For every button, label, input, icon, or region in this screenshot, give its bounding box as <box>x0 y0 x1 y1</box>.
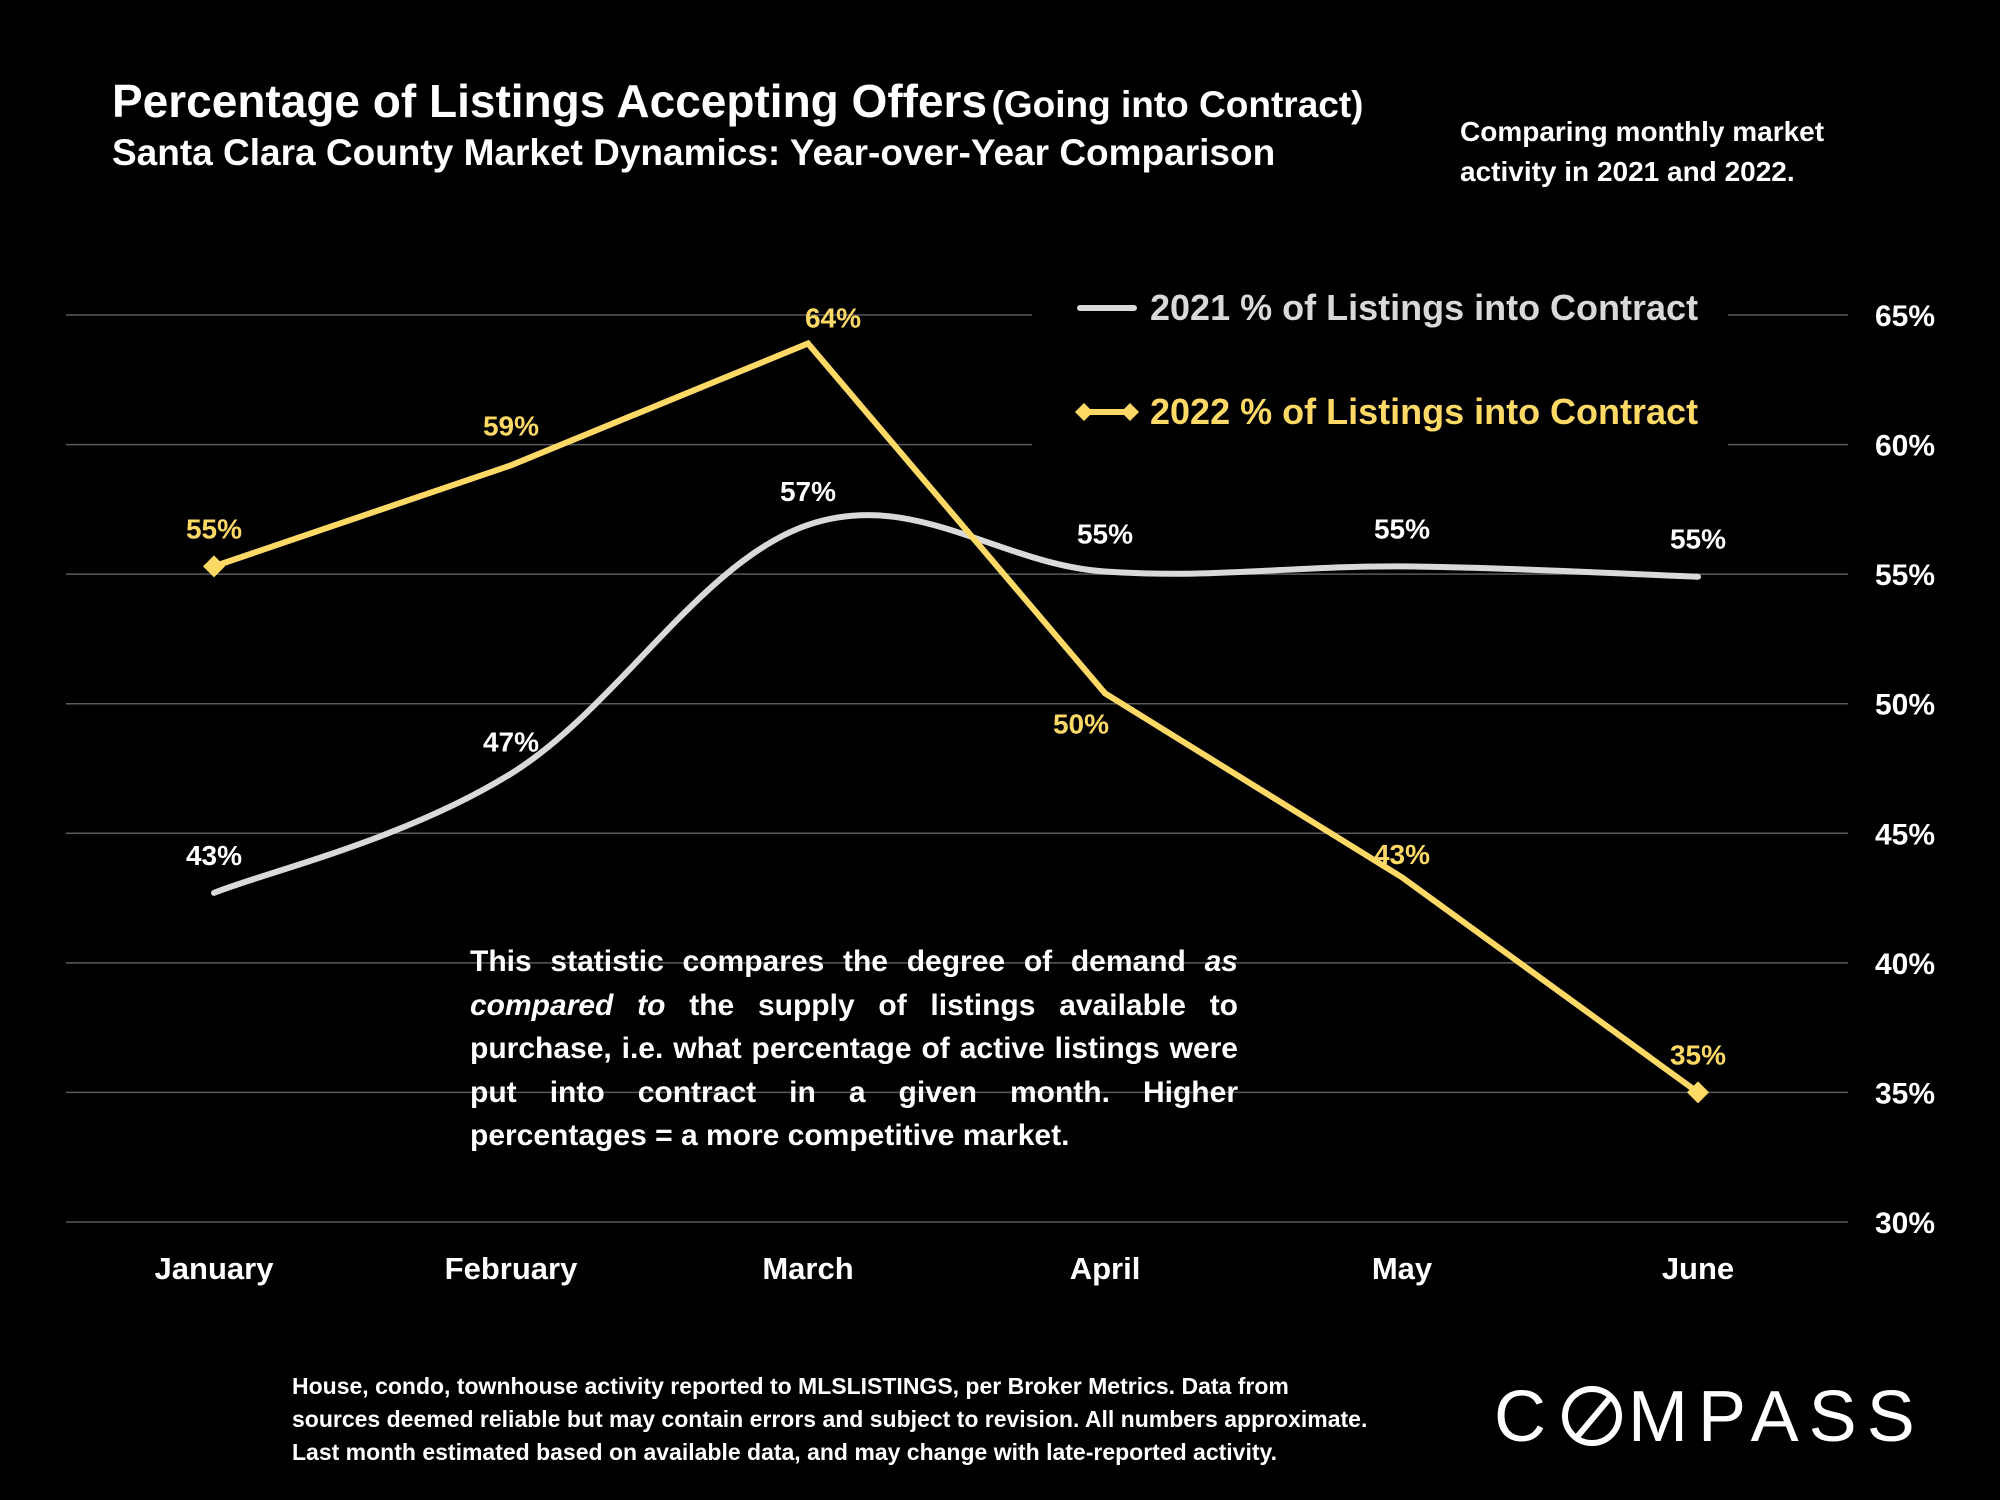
data-label-2021: 43% <box>186 840 242 871</box>
y-tick-label: 55% <box>1875 559 1935 592</box>
logo-o-icon <box>1562 1385 1622 1446</box>
series-2022-line <box>213 339 1700 1095</box>
data-label-2022: 35% <box>1670 1039 1726 1070</box>
data-label-2022: 59% <box>483 410 539 441</box>
compass-logo: C MPASS <box>1494 1376 1925 1458</box>
source-footnote: House, condo, townhouse activity reporte… <box>292 1370 1430 1469</box>
y-tick-label: 50% <box>1875 689 1935 722</box>
comparing-note: Comparing monthly market activity in 202… <box>1460 116 1825 187</box>
note-part2: the supply of listings available to purc… <box>470 988 1239 1153</box>
footnote-line3: Last month estimated based on available … <box>292 1439 1278 1465</box>
legend-2021-label: 2021 % of Listings into Contract <box>1150 287 1698 328</box>
data-label-2022: 50% <box>1053 708 1109 739</box>
y-tick-label: 45% <box>1875 818 1935 851</box>
data-label-2021: 57% <box>780 476 836 507</box>
legend-2022-label: 2022 % of Listings into Contract <box>1150 391 1698 432</box>
y-tick-label: 65% <box>1875 300 1935 333</box>
title-main: Percentage of Listings Accepting Offers <box>112 75 988 127</box>
legend-background <box>1032 276 1728 448</box>
chart-subtitle: Santa Clara County Market Dynamics: Year… <box>112 132 1276 173</box>
x-tick-label: January <box>155 1251 275 1286</box>
data-label-2022: 43% <box>1374 839 1430 870</box>
x-tick-label: April <box>1070 1251 1141 1286</box>
x-tick-label: February <box>445 1251 578 1286</box>
title-block: Percentage of Listings Accepting Offers … <box>112 74 1364 174</box>
data-label-2021: 55% <box>1077 519 1133 550</box>
x-tick-label: March <box>762 1251 853 1286</box>
legend-2022-marker-right <box>1121 403 1139 421</box>
y-tick-label: 35% <box>1875 1077 1935 1110</box>
series-2021-line <box>211 512 1701 896</box>
note-part1: This statistic compares the degree of de… <box>470 945 1205 978</box>
note-italic: as compared to <box>470 945 1238 1022</box>
y-tick-label: 60% <box>1875 430 1935 463</box>
data-label-2021: 47% <box>483 727 539 758</box>
legend-2022-marker-left <box>1075 403 1093 421</box>
logo-letters-rest: MPASS <box>1628 1377 1925 1457</box>
footnote-line1: House, condo, townhouse activity reporte… <box>292 1373 1289 1399</box>
data-label-2022: 55% <box>186 513 242 544</box>
logo-letter-c: C <box>1494 1377 1556 1457</box>
data-label-2021: 55% <box>1670 524 1726 555</box>
x-tick-label: June <box>1662 1251 1734 1286</box>
series-2022-marker <box>1687 1081 1709 1104</box>
data-label-2021: 55% <box>1374 513 1430 544</box>
chart-title: Percentage of Listings Accepting Offers … <box>112 74 1364 128</box>
data-label-2022: 64% <box>805 303 861 334</box>
statistic-explanation: This statistic compares the degree of de… <box>470 940 1238 1158</box>
series-2022-marker <box>203 555 225 578</box>
title-parenthetical: (Going into Contract) <box>991 84 1364 125</box>
y-tick-label: 40% <box>1875 948 1935 981</box>
y-tick-label: 30% <box>1875 1207 1935 1240</box>
footnote-line2: sources deemed reliable but may contain … <box>292 1406 1368 1432</box>
x-tick-label: May <box>1372 1251 1433 1286</box>
